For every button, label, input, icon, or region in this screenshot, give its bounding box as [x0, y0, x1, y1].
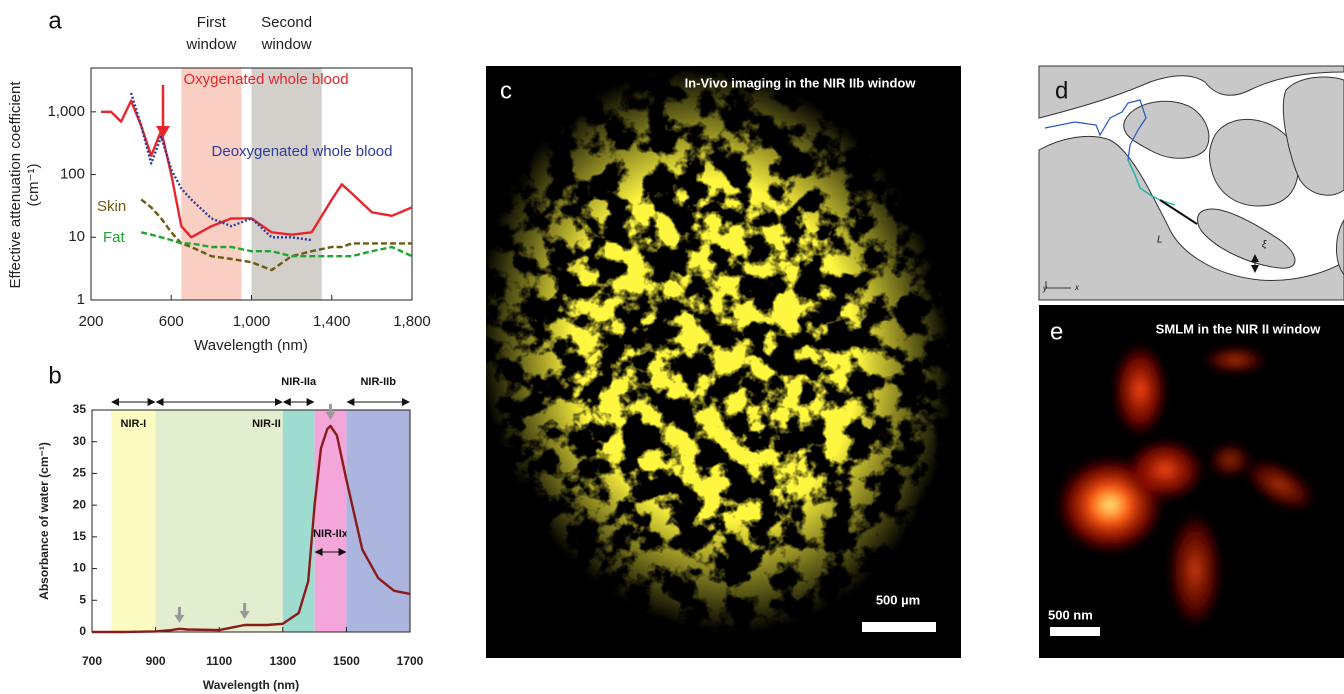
panel-label: b: [48, 362, 61, 389]
plot-frame: [91, 409, 411, 633]
x-axis-label: Wavelength (nm): [203, 678, 299, 692]
vasculature-image: [486, 66, 961, 658]
x-tick-label: 1500: [333, 654, 360, 668]
panel-label: a: [48, 7, 62, 34]
image-caption: In-Vivo imaging in the NIR IIb window: [685, 75, 917, 90]
panel-label: c: [500, 77, 512, 104]
image-caption: SMLM in the NIR II window: [1156, 321, 1322, 336]
obstacles: [1038, 65, 1344, 301]
y-tick-label: 35: [73, 402, 87, 416]
window-region: [181, 68, 242, 300]
y-tick-label: 100: [60, 166, 85, 183]
series-line: [92, 424, 411, 634]
x-axis-label: Wavelength (nm): [194, 337, 308, 354]
y-tick-label: 0: [79, 624, 86, 638]
y-axis-label: Effective attenuation coefficient (cm⁻¹): [7, 81, 42, 289]
band: [111, 410, 156, 632]
emission-image: [1055, 342, 1317, 630]
band: [155, 410, 283, 632]
symbol: ξ: [1262, 240, 1267, 251]
axis-symbol: x: [1074, 283, 1080, 292]
peak-arrow: [174, 606, 185, 623]
scale-bar-label: 500 µm: [876, 592, 920, 607]
y-tick-label: 1,000: [47, 103, 85, 120]
window-label: First window: [186, 14, 237, 53]
x-tick-label: 1100: [206, 654, 232, 668]
band-label: NIR-I: [121, 418, 147, 430]
axis-symbol: y: [1042, 284, 1048, 293]
x-tick-label: 1300: [269, 654, 296, 668]
window-region: [251, 68, 322, 300]
scale-bar: [862, 622, 936, 632]
y-tick-label: 20: [73, 497, 87, 511]
x-tick-label: 1700: [397, 654, 424, 668]
x-tick-label: 600: [159, 313, 184, 330]
y-tick-label: 1: [77, 291, 85, 308]
series-label: Skin: [97, 198, 126, 215]
series-line: [140, 231, 413, 258]
series-label: Deoxygenated whole blood: [212, 143, 393, 160]
peak-arrow: [239, 603, 250, 620]
y-tick-label: 30: [73, 434, 87, 448]
x-tick-label: 1,000: [233, 313, 271, 330]
annotation-arrowhead: [156, 126, 170, 138]
band-label: NIR-II: [252, 418, 281, 430]
x-tick-label: 700: [82, 654, 102, 668]
band-label: NIR-IIa: [281, 376, 317, 388]
y-tick-label: 25: [73, 466, 87, 480]
y-tick-label: 5: [79, 592, 86, 606]
x-tick-label: 200: [78, 313, 103, 330]
scale-bar: [1050, 627, 1100, 636]
series-line: [140, 198, 412, 272]
x-tick-label: 1,800: [393, 313, 431, 330]
symbol: L: [1157, 235, 1163, 246]
band: [314, 410, 347, 632]
series-line: [129, 92, 312, 242]
y-axis-label: Absorbance of water (cm⁻¹): [37, 442, 51, 600]
series-label: Oxygenated whole blood: [183, 71, 348, 88]
panel-label: d: [1055, 77, 1068, 104]
x-tick-label: 1,400: [313, 313, 351, 330]
x-tick-label: 900: [146, 654, 166, 668]
probe: [1159, 199, 1198, 225]
axis-glyph: [1045, 281, 1071, 289]
window-label: Second window: [261, 14, 313, 53]
series-label: Fat: [103, 229, 126, 246]
scale-bar-label: 500 nm: [1048, 607, 1093, 622]
y-tick-label: 15: [73, 529, 87, 543]
y-tick-label: 10: [73, 561, 87, 575]
peak-arrow: [325, 403, 336, 420]
band-label: NIR-IIb: [360, 376, 396, 388]
band-label: NIR-IIx: [313, 528, 349, 540]
band: [282, 410, 315, 632]
panel-label: e: [1050, 318, 1063, 345]
y-tick-label: 10: [68, 228, 85, 245]
